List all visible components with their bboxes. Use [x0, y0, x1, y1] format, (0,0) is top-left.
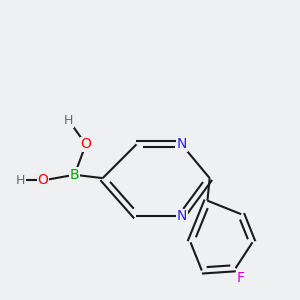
Text: O: O	[80, 137, 91, 152]
Text: N: N	[176, 209, 187, 224]
Text: O: O	[38, 173, 49, 188]
Text: N: N	[176, 137, 187, 152]
Text: B: B	[70, 168, 80, 182]
Text: H: H	[64, 114, 74, 127]
Text: F: F	[237, 272, 244, 286]
Text: H: H	[16, 174, 25, 187]
